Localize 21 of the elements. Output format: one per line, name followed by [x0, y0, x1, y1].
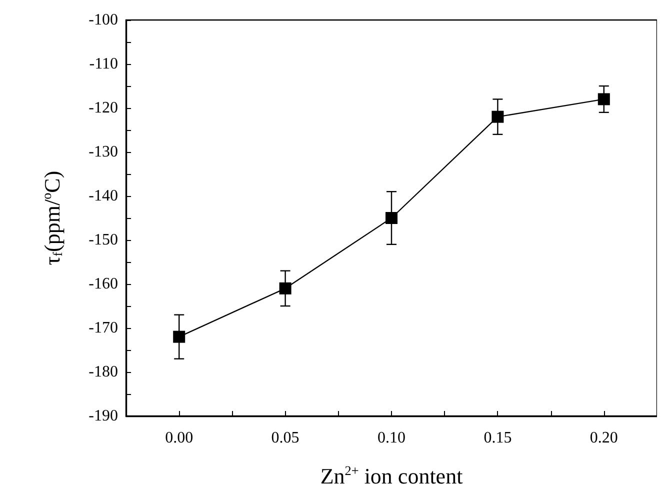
x-tick-label: 0.15: [484, 430, 512, 446]
point: [173, 330, 186, 343]
y-tick-label: -120: [88, 100, 118, 116]
y-tick-label: -190: [88, 408, 118, 424]
x-tick-label: 0.20: [590, 430, 618, 446]
y-tick-label: -170: [88, 320, 118, 336]
point: [386, 212, 398, 224]
y-tick-label: -180: [88, 364, 118, 380]
y-tick-label: -100: [88, 12, 118, 28]
y-axis-title: τf(ppm/oC): [39, 170, 65, 266]
y-tick-label: -160: [88, 276, 118, 292]
y-tick-label: -130: [88, 144, 118, 160]
point: [279, 282, 292, 294]
x-tick-label: 0.00: [165, 430, 194, 446]
y-tick-label: -140: [88, 188, 118, 204]
y-tick-label: -150: [88, 232, 118, 248]
x-tick-label: 0.05: [271, 430, 300, 446]
point: [598, 93, 610, 106]
x-tick-label: 0.10: [378, 430, 406, 446]
point: [492, 110, 504, 123]
y-tick-label: -110: [89, 56, 118, 72]
